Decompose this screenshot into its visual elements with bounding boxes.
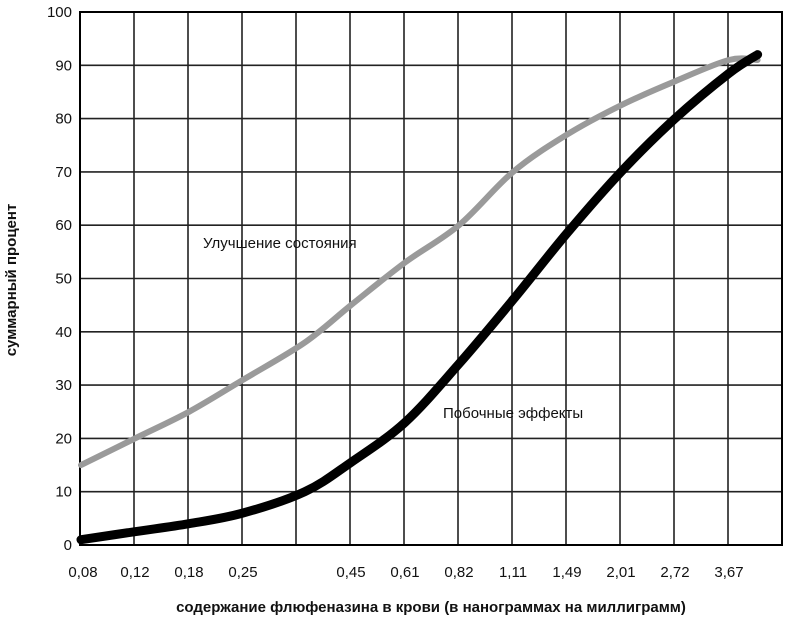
x-tick-label: 0,61 <box>390 564 419 581</box>
y-tick-label: 10 <box>55 484 72 501</box>
y-tick-label: 30 <box>55 377 72 394</box>
x-tick-label: 1,49 <box>552 564 581 581</box>
y-axis-title: суммарный процент <box>3 204 20 357</box>
y-tick-label: 80 <box>55 111 72 128</box>
series-layer <box>76 50 763 545</box>
plot-frame <box>79 11 783 546</box>
x-tick-label: 3,67 <box>714 564 743 581</box>
x-tick-label: 2,01 <box>606 564 635 581</box>
series-line-side-effects <box>76 50 763 545</box>
x-tick-label: 0,18 <box>174 564 203 581</box>
y-tick-label: 60 <box>55 217 72 234</box>
y-tick-label: 0 <box>64 537 72 554</box>
y-tick-label: 40 <box>55 324 72 341</box>
x-tick-label: 0,45 <box>336 564 365 581</box>
x-tick-label: 2,72 <box>660 564 689 581</box>
x-tick-labels: 0,08 0,12 0,18 0,25 0,45 0,61 0,82 1,11 1,49 2,01… <box>68 564 743 581</box>
x-tick-label: 1,11 <box>499 564 527 581</box>
y-tick-label: 50 <box>55 271 72 288</box>
series-label-improvement: Улучшение состояния <box>203 235 357 252</box>
y-tick-label: 20 <box>55 430 72 447</box>
y-tick-label: 100 <box>47 4 72 21</box>
x-tick-label: 0,25 <box>228 564 257 581</box>
series-label-side-effects: Побочные эффекты <box>443 405 583 422</box>
x-axis-title: содержание флюфеназина в крови (в наногр… <box>176 599 686 616</box>
series-line-improvement <box>78 55 761 469</box>
x-tick-label: 0,12 <box>120 564 149 581</box>
y-tick-labels: 0 10 20 30 40 50 60 70 80 90 100 <box>47 4 72 554</box>
chart-grid <box>80 11 782 546</box>
x-tick-label: 0,82 <box>444 564 473 581</box>
x-tick-label: 0,08 <box>68 564 97 581</box>
y-tick-label: 70 <box>55 164 72 181</box>
y-tick-label: 90 <box>55 57 72 74</box>
